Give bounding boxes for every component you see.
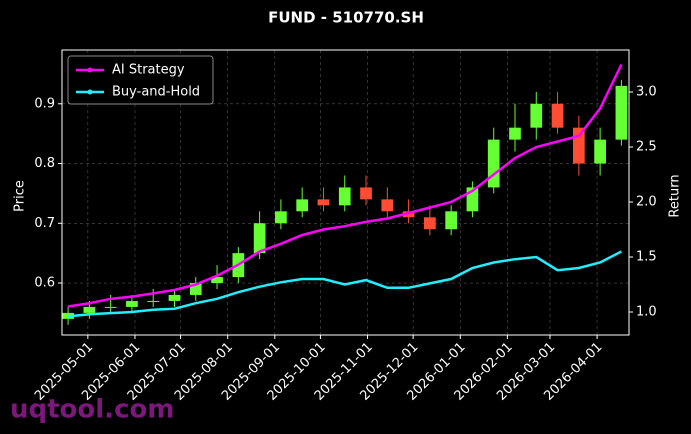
candle-body [572,127,585,164]
y2-tick-label: 2.0 [636,195,657,210]
candle-body [275,211,287,224]
candle-body [104,306,117,308]
candle-body [253,223,266,254]
line-series [67,250,622,318]
candle-body [126,300,138,307]
y2-tick-label: 2.5 [636,140,657,155]
candle-body [487,139,500,188]
candle-body [317,199,330,206]
candle-body [615,85,628,140]
candle-body [381,199,394,212]
line-series [67,63,623,308]
candle-body [147,300,160,302]
candle-body [424,217,436,230]
legend-box [67,55,214,105]
watermark: uqtool.com [10,395,174,425]
candle-body [189,283,202,295]
legend-marker [87,67,93,73]
candle-body [83,306,96,313]
candle-body [338,187,351,206]
candle-body [551,103,564,128]
candle-body [168,294,181,301]
legend-label: AI Strategy [112,63,185,78]
candle-body [360,187,372,200]
y2-tick-label: 3.0 [636,85,657,100]
y-axis-label: Price [13,180,28,212]
plot-frame [61,49,630,336]
y-tick-label: 0.8 [34,156,55,171]
y2-tick-label: 1.0 [636,305,657,320]
candle-body [402,211,415,218]
candle-body [211,277,223,284]
candle-body [466,187,479,212]
candle-body [445,211,457,230]
candle-body [594,139,606,164]
candle-body [509,127,521,140]
candle-body [530,103,543,128]
y2-tick-label: 1.5 [636,250,657,265]
candle-body [296,199,309,212]
legend-marker [87,89,93,95]
legend-label: Buy-and-Hold [112,85,200,100]
y-tick-label: 0.6 [34,276,55,291]
y2-axis-label: Return [668,174,683,217]
chart-title: FUND - 510770.SH [268,9,424,27]
y-tick-label: 0.9 [34,96,55,111]
y-tick-label: 0.7 [34,216,55,231]
